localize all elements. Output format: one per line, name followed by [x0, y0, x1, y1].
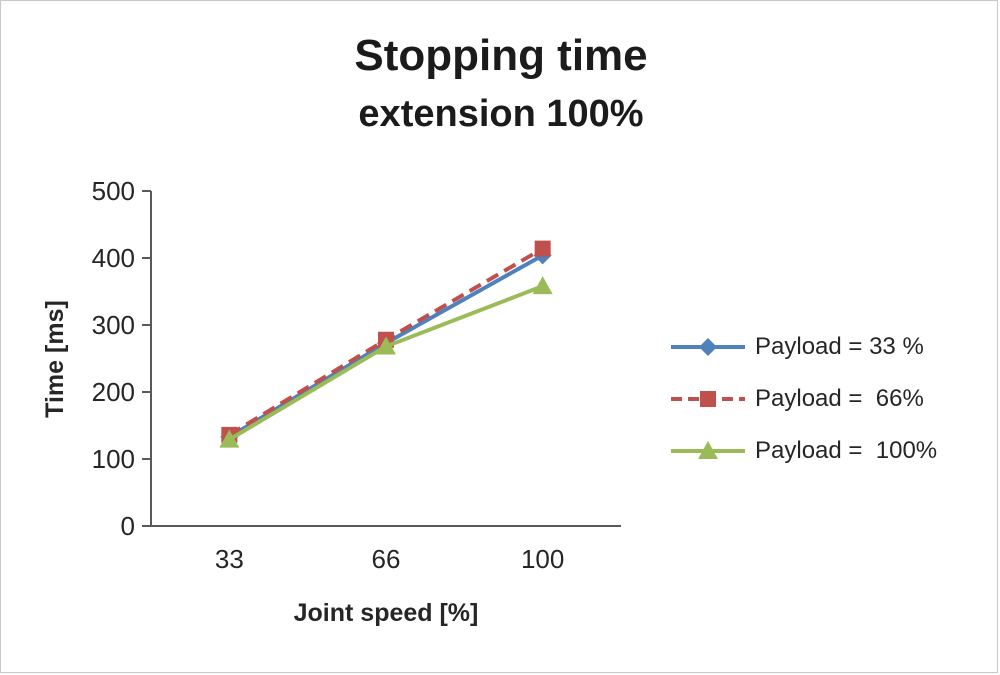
legend-label-1: Payload = 66% [755, 385, 924, 412]
y-tick-label: 100 [92, 444, 135, 474]
x-axis-title: Joint speed [%] [294, 599, 479, 627]
series-2-marker-triangle [532, 276, 553, 295]
legend-sample-diamond-icon [671, 338, 745, 356]
series-1-marker-square [534, 240, 551, 257]
legend-sample-marker [700, 391, 716, 407]
y-tick-label: 300 [92, 310, 135, 340]
legend-item-2: Payload = 100% [669, 437, 989, 465]
chart-subtitle: extension 100% [358, 93, 644, 135]
series-2-marker-triangle [219, 429, 240, 448]
x-tick-label: 100 [521, 544, 564, 574]
legend-label-2: Payload = 100% [755, 437, 938, 464]
legend: Payload = 33 % Payload = 66% Payload = 100… [669, 333, 989, 465]
legend-sample-triangle-icon [671, 441, 745, 459]
plot-layer: 0 100 200 300 400 500 33 66 100 [92, 176, 621, 574]
legend-sample-square-icon [671, 391, 745, 407]
legend-sample-marker [698, 441, 718, 459]
legend-item-0: Payload = 33 % [669, 333, 989, 361]
series-line-2 [228, 284, 544, 442]
chart-title: Stopping time [354, 31, 648, 80]
y-tick-label: 500 [92, 176, 135, 206]
x-tick-label: 33 [215, 544, 244, 574]
y-tick-label: 0 [121, 511, 135, 541]
y-tick-label: 400 [92, 243, 135, 273]
legend-item-1: Payload = 66% [669, 385, 989, 413]
legend-sample-marker [699, 338, 717, 356]
x-tick-label: 66 [372, 544, 401, 574]
y-axis-title: Time [ms] [41, 300, 69, 418]
y-tick-label: 200 [92, 377, 135, 407]
legend-label-0: Payload = 33 % [755, 333, 924, 360]
series-2-marker-triangle [376, 336, 396, 355]
